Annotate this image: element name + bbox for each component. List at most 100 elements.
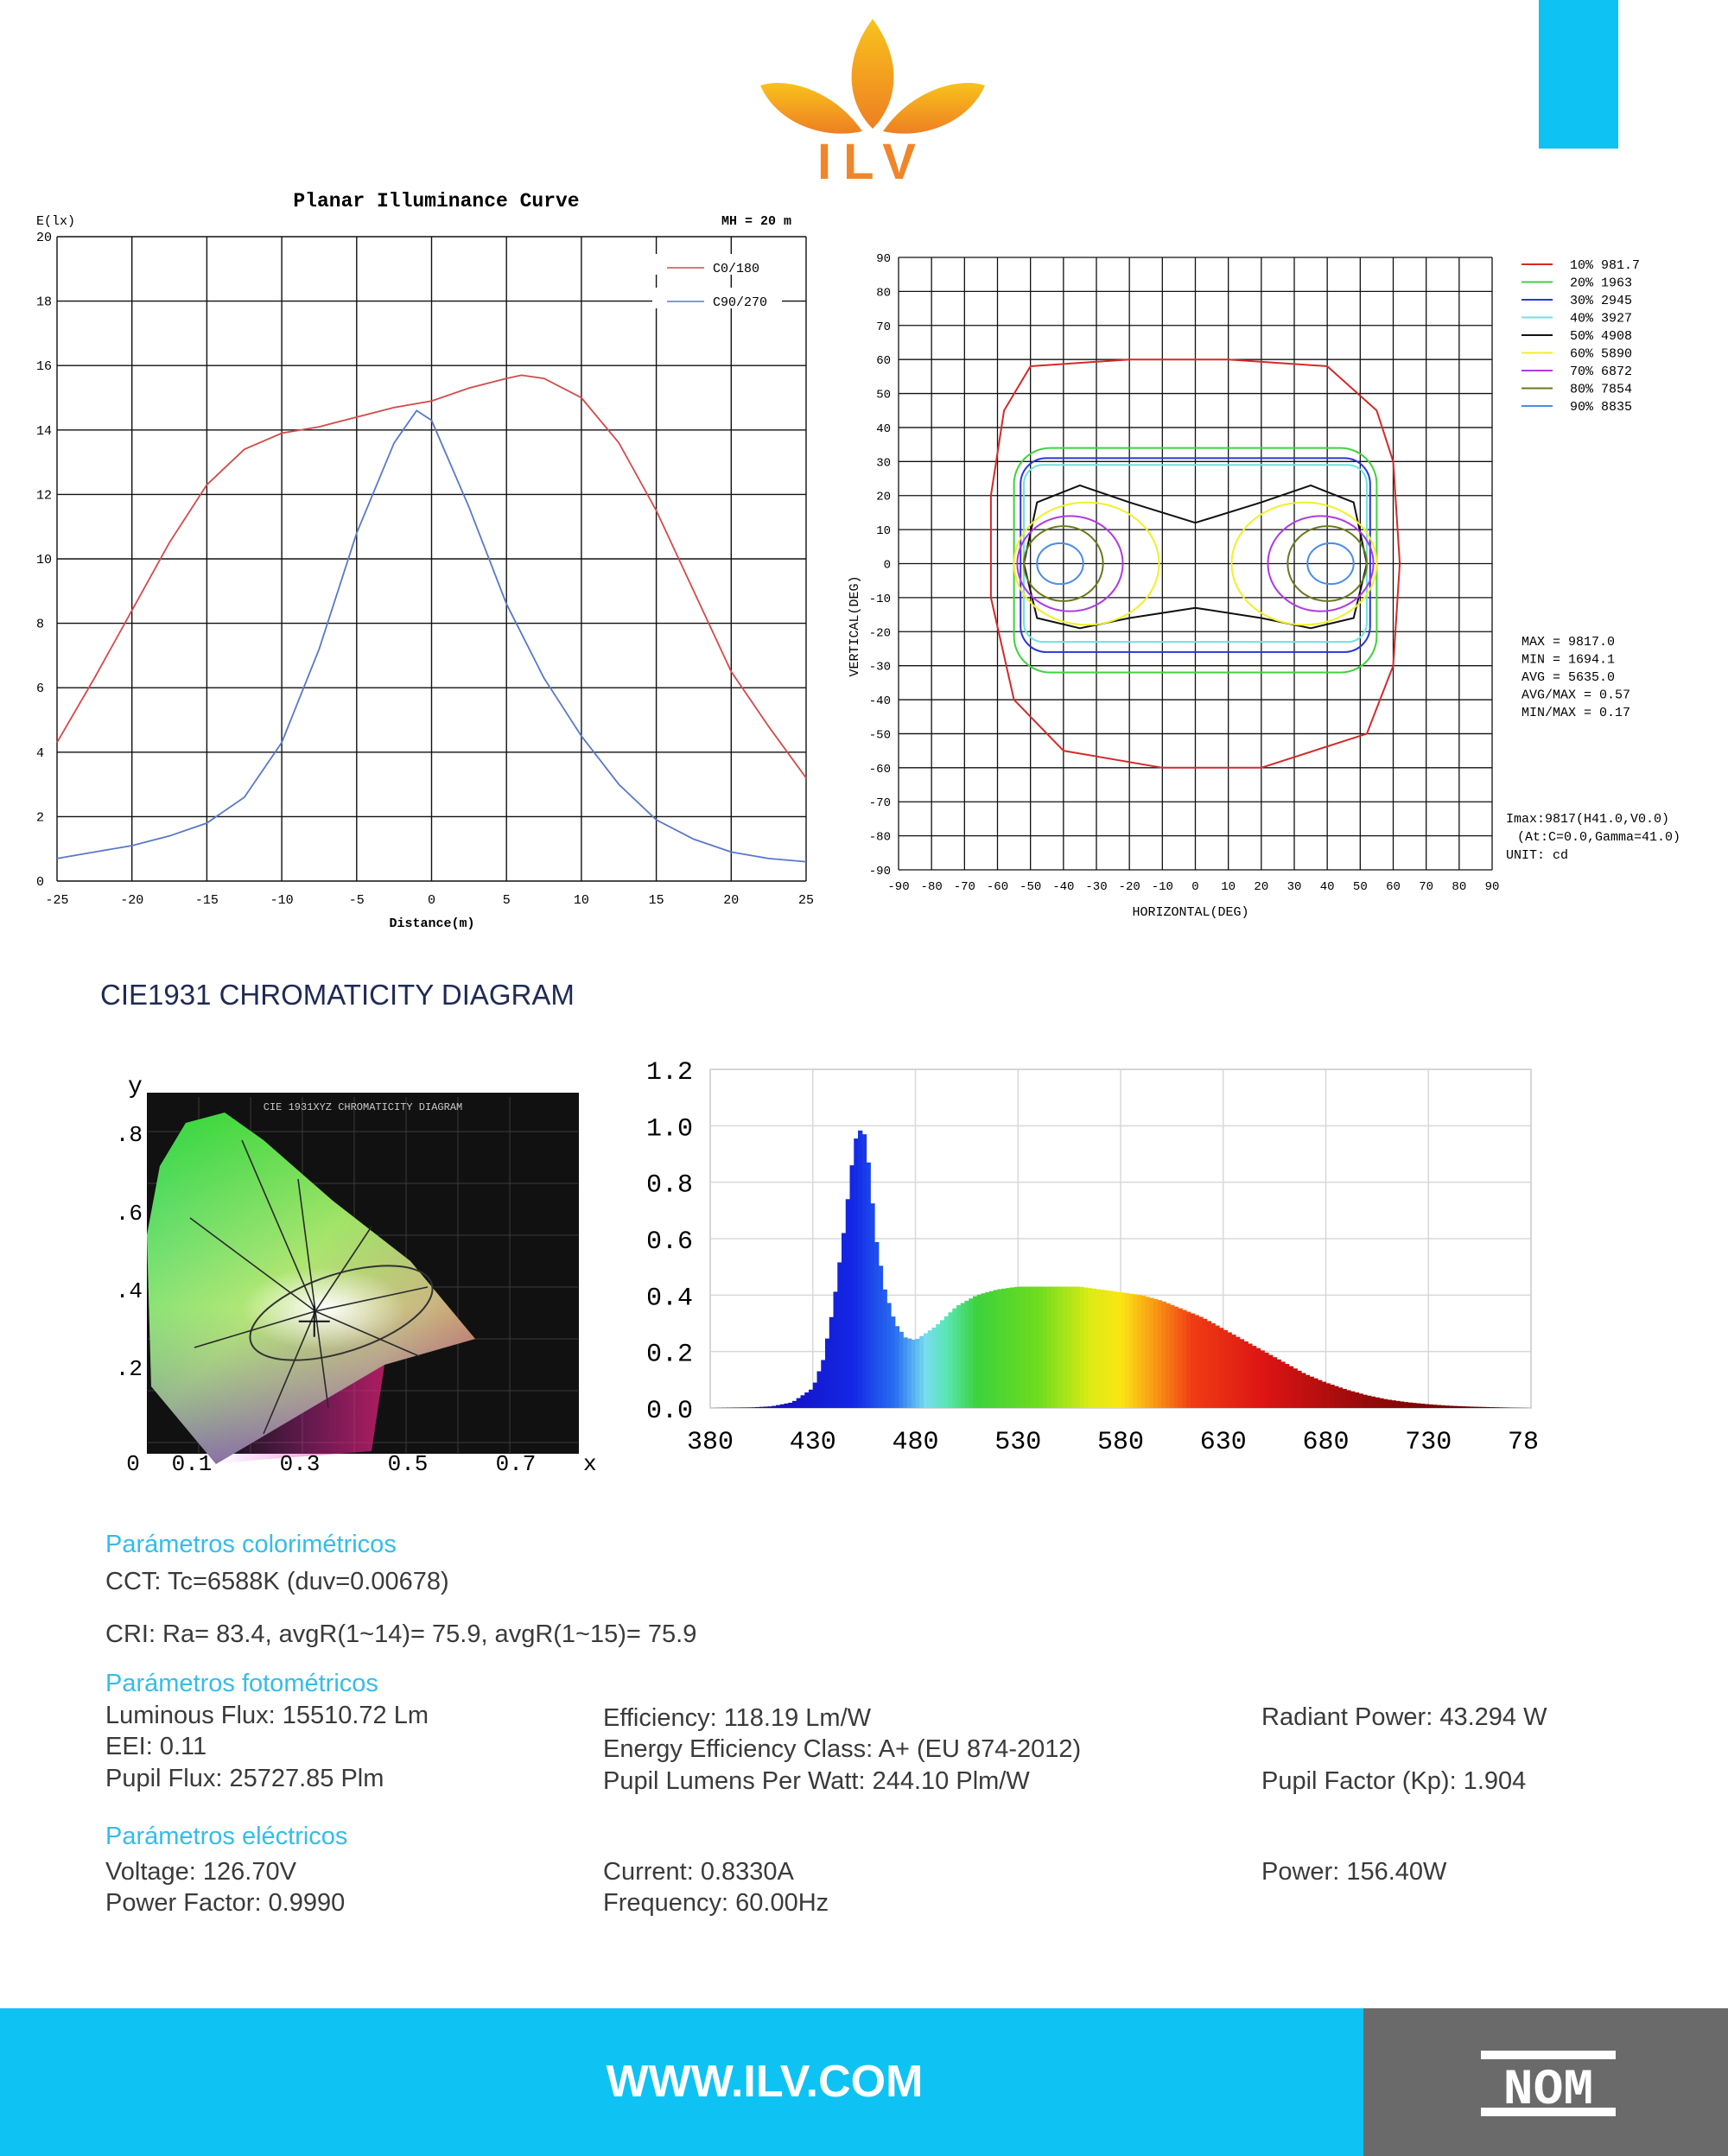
spectrum-bar bbox=[1452, 1405, 1458, 1408]
spectrum-bar bbox=[1009, 1287, 1015, 1408]
spectrum-bar bbox=[948, 1312, 953, 1408]
spectrum-bar bbox=[894, 1326, 900, 1408]
website-link[interactable]: WWW.ILV.COM bbox=[606, 2057, 924, 2107]
spectrum-x-tick-label: 730 bbox=[1405, 1428, 1452, 1457]
planar-legend-bg bbox=[652, 254, 782, 275]
spectrum-bar bbox=[911, 1339, 917, 1408]
spectrum-bar bbox=[1449, 1405, 1454, 1408]
frequency-value: Frequency: 60.00Hz bbox=[603, 1889, 829, 1917]
spectrum-bar bbox=[1026, 1286, 1032, 1408]
spectrum-bar bbox=[976, 1294, 982, 1408]
isocandela-contour-70 bbox=[1016, 515, 1124, 612]
isocandela-contour-30 bbox=[1020, 457, 1371, 653]
cie-x-tick-label: 0.7 bbox=[496, 1451, 537, 1477]
planar-series-line bbox=[56, 374, 807, 779]
spectrum-x-tick-label: 380 bbox=[687, 1428, 734, 1457]
luminous-flux-value: Luminous Flux: 15510.72 Lm bbox=[105, 1702, 429, 1729]
spectrum-bar bbox=[1473, 1406, 1478, 1408]
isocandela-contour-10 bbox=[989, 358, 1401, 769]
planar-series bbox=[56, 374, 807, 863]
spectrum-bar bbox=[1006, 1288, 1011, 1408]
spectrum-bar bbox=[936, 1323, 941, 1408]
isocandela-x-tick-label: -80 bbox=[921, 880, 943, 894]
spectrum-bar bbox=[1387, 1399, 1393, 1408]
spectrum-bar bbox=[1321, 1381, 1327, 1408]
spectrum-bar bbox=[767, 1406, 772, 1408]
spectrum-bar bbox=[1350, 1391, 1356, 1408]
isocandela-imax-line: UNIT: cd bbox=[1506, 848, 1568, 863]
cie-inner-title: CIE 1931XYZ CHROMATICITY DIAGRAM bbox=[264, 1101, 462, 1113]
spectrum-bar bbox=[1403, 1402, 1409, 1408]
isocandela-contour-60 bbox=[1230, 501, 1378, 626]
planar-y-tick-label: 4 bbox=[36, 746, 44, 761]
spectrum-x-tick-label: 630 bbox=[1200, 1428, 1247, 1457]
spectrum-bar bbox=[1055, 1286, 1060, 1408]
cie-point-marker bbox=[298, 1305, 330, 1337]
planar-legend-bg bbox=[652, 288, 782, 308]
spectrum-bar bbox=[1100, 1290, 1105, 1408]
spectrum-bar bbox=[1083, 1287, 1089, 1408]
spectrum-bar bbox=[1018, 1286, 1023, 1408]
spectrum-bar bbox=[960, 1303, 966, 1408]
spectrum-bar bbox=[1149, 1297, 1154, 1408]
spectrum-bar bbox=[989, 1290, 994, 1408]
planar-chart-title: Planar Illuminance Curve bbox=[293, 190, 579, 212]
spectrum-bar bbox=[796, 1398, 802, 1408]
isocandela-y-tick-label: -80 bbox=[869, 831, 891, 845]
current-value: Current: 0.8330A bbox=[603, 1858, 794, 1886]
spectrum-bar bbox=[1190, 1313, 1196, 1408]
spectrum-bar bbox=[751, 1407, 756, 1408]
isocandela-legend: 10% 981.7 20% 1963 30% 2945 40% 3927 50% 490… bbox=[1522, 258, 1640, 415]
planar-y-tick-label: 18 bbox=[36, 295, 52, 310]
spectrum-bar bbox=[1198, 1316, 1204, 1408]
spectrum-bar bbox=[1170, 1304, 1175, 1408]
planar-ticks: -25 -20 -15 -10 -5 0 5 10 15 20 25 0 2 4 6 8 10 12 14 16 18 2… bbox=[36, 231, 814, 908]
planar-series-line bbox=[56, 409, 807, 863]
spectrum-bar bbox=[763, 1406, 769, 1408]
isocandela-x-tick-label: -40 bbox=[1052, 880, 1074, 894]
isocandela-y-tick-label: 0 bbox=[884, 559, 891, 573]
spectrum-bar bbox=[899, 1331, 904, 1408]
voltage-value: Voltage: 126.70V bbox=[105, 1858, 296, 1886]
spectrum-bar bbox=[861, 1134, 867, 1408]
cct-value: CCT: Tc=6588K (duv=0.00678) bbox=[105, 1568, 449, 1595]
spectrum-bar bbox=[1268, 1354, 1274, 1408]
cie-section-title: CIE1931 CHROMATICITY DIAGRAM bbox=[100, 979, 575, 1011]
spectrum-bar bbox=[779, 1404, 785, 1408]
spectrum-bar bbox=[1071, 1286, 1077, 1408]
spectrum-bar bbox=[1223, 1329, 1229, 1408]
isocandela-y-tick-label: -40 bbox=[869, 694, 891, 708]
cie-planckian-ellipse bbox=[249, 1265, 434, 1361]
spectrum-bar bbox=[792, 1400, 797, 1408]
spectrum-bar bbox=[919, 1335, 924, 1408]
spectrum-bar bbox=[1034, 1286, 1039, 1408]
spectrum-bar bbox=[1088, 1288, 1093, 1408]
spectrum-bar bbox=[1030, 1286, 1035, 1408]
spectrum-bar bbox=[886, 1303, 892, 1408]
cie-purple-region bbox=[216, 1365, 384, 1464]
spectrum-bar bbox=[821, 1360, 826, 1408]
isocandela-x-tick-label: -70 bbox=[954, 880, 975, 894]
spectrum-bar bbox=[931, 1327, 937, 1408]
spectrum-bar bbox=[1116, 1291, 1121, 1408]
power-value: Power: 156.40W bbox=[1261, 1858, 1447, 1886]
spectrum-bar bbox=[746, 1407, 753, 1408]
pupil-flux-value: Pupil Flux: 25727.85 Plm bbox=[105, 1765, 384, 1792]
footer-cert-panel bbox=[1363, 2008, 1728, 2156]
cie-chromaticity-chart: y .8 .6 .4 .2 CIE 1931XYZ CHROMATICITY DIAG… bbox=[116, 1074, 597, 1477]
spectrum-x-tick-label: 780 bbox=[1508, 1428, 1538, 1457]
nom-logo-icon: NOM bbox=[1481, 2051, 1616, 2119]
isocandela-legend-label: 40% 3927 bbox=[1570, 312, 1632, 327]
spectrum-bar bbox=[943, 1316, 950, 1408]
planar-y-tick-label: 16 bbox=[36, 359, 52, 374]
corner-accent-block bbox=[1539, 0, 1618, 149]
spectrum-bar bbox=[1416, 1403, 1421, 1408]
cie-x-tick-label: 0 bbox=[126, 1451, 140, 1477]
spectrum-bar bbox=[1215, 1325, 1220, 1408]
spectrum-bar bbox=[964, 1300, 969, 1408]
spectrum-bar bbox=[891, 1316, 896, 1408]
spectrum-bar bbox=[1358, 1393, 1363, 1408]
isocandela-y-tick-label: -30 bbox=[869, 661, 891, 675]
isocandela-x-tick-label: 20 bbox=[1254, 880, 1268, 894]
isocandela-stats: MAX = 9817.0 MIN = 1694.1 AVG = 5635.0 AVG/… bbox=[1506, 635, 1680, 863]
